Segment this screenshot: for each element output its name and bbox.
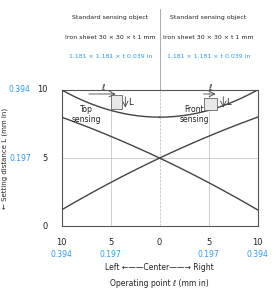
Text: ← Setting distance L (mm in): ← Setting distance L (mm in) (2, 108, 8, 209)
Text: 0.197: 0.197 (9, 153, 31, 163)
Text: Iron sheet 30 × 30 × t 1 mm: Iron sheet 30 × 30 × t 1 mm (65, 35, 156, 40)
Text: 0.197: 0.197 (198, 251, 220, 260)
Text: Top
sensing: Top sensing (71, 105, 101, 124)
Text: 0.394: 0.394 (51, 251, 73, 260)
Text: 0.197: 0.197 (100, 251, 122, 260)
Text: Left ←——Center——→ Right: Left ←——Center——→ Right (105, 263, 214, 272)
Text: 0: 0 (43, 222, 48, 231)
Text: 10: 10 (56, 238, 67, 247)
Text: Front
sensing: Front sensing (179, 105, 209, 124)
Text: 0: 0 (157, 238, 162, 247)
Text: L: L (226, 98, 231, 107)
Text: 1.181 × 1.181 × t 0.039 in: 1.181 × 1.181 × t 0.039 in (69, 54, 152, 59)
Text: Standard sensing object: Standard sensing object (171, 15, 247, 20)
Text: 1.181 × 1.181 × t 0.039 in: 1.181 × 1.181 × t 0.039 in (167, 54, 250, 59)
Text: 5: 5 (206, 238, 211, 247)
Text: ℓ: ℓ (101, 83, 104, 92)
Text: 10: 10 (252, 238, 263, 247)
Text: 10: 10 (38, 85, 48, 95)
Text: 0.394: 0.394 (9, 85, 31, 95)
Text: 0.394: 0.394 (247, 251, 269, 260)
Text: L: L (128, 98, 133, 107)
Text: ℓ: ℓ (208, 83, 211, 92)
Text: Operating point ℓ (mm in): Operating point ℓ (mm in) (110, 278, 209, 287)
Text: Standard sensing object: Standard sensing object (73, 15, 149, 20)
Text: 5: 5 (43, 153, 48, 163)
FancyBboxPatch shape (204, 98, 217, 110)
Text: Iron sheet 30 × 30 × t 1 mm: Iron sheet 30 × 30 × t 1 mm (163, 35, 254, 40)
FancyBboxPatch shape (111, 95, 122, 109)
Text: 5: 5 (108, 238, 113, 247)
